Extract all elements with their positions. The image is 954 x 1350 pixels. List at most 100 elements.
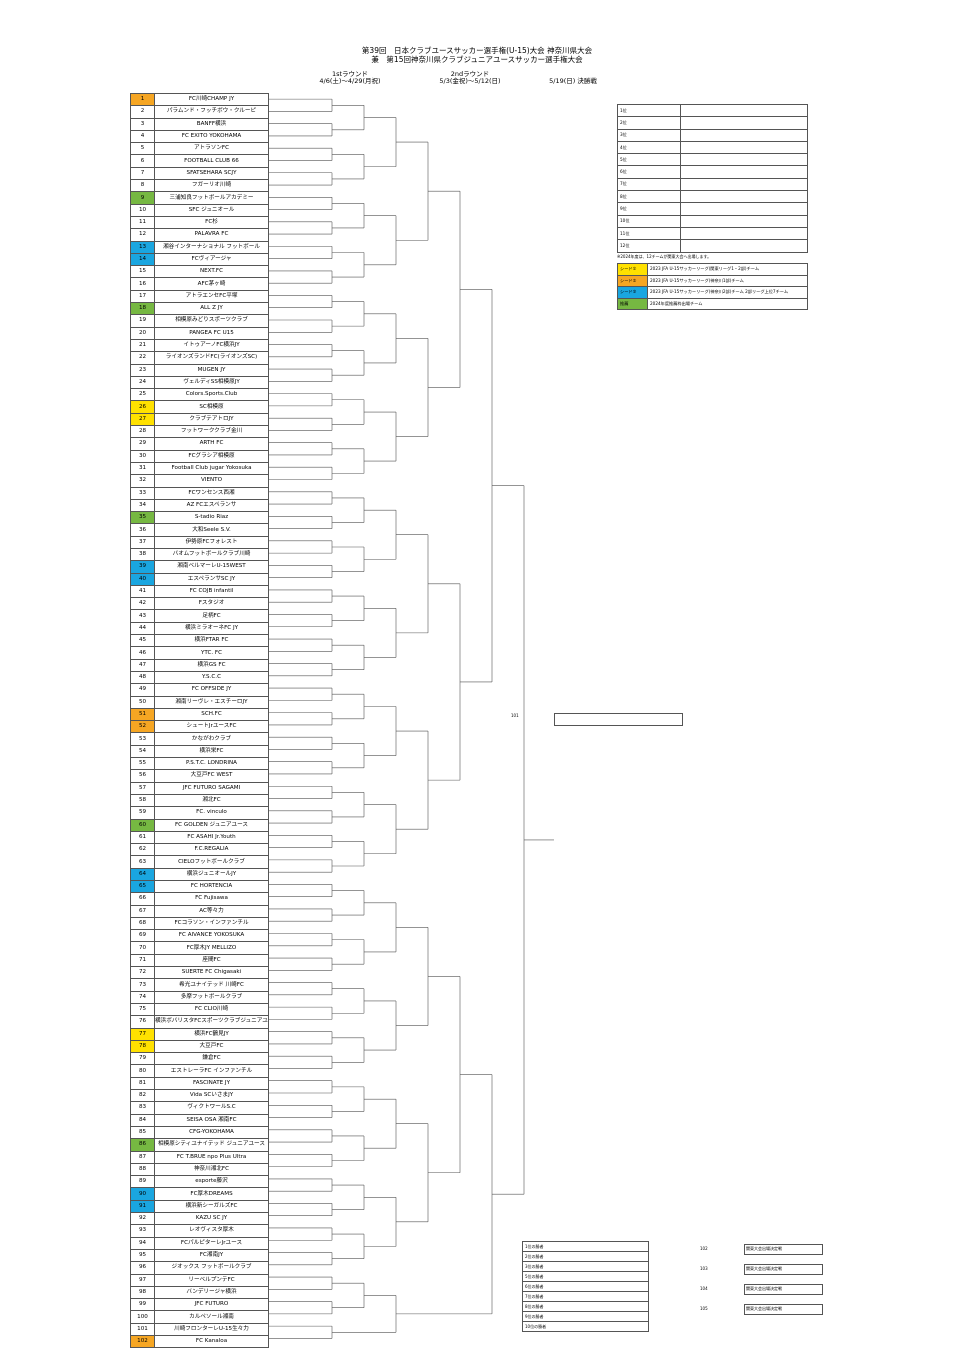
team-name: FCコラソン・インファンチル <box>154 916 269 931</box>
table-row: 36 大和Seele S.V. <box>130 523 269 537</box>
table-row: 49 FC OFFSIDE JY <box>130 683 269 697</box>
legend-text: 2023 JFA U-15サッカーリーグ(関東リーグ1・2部)チーム <box>647 263 808 276</box>
playoff-match-label: 関東大会出場決定戦 <box>746 1246 782 1251</box>
team-name: FC. vinculo <box>154 806 269 820</box>
table-row: 1 FC川崎CHAMP JY <box>130 92 269 107</box>
team-number: 40 <box>130 572 155 586</box>
team-name: 湘谷インターナショナル フットボール <box>154 240 269 254</box>
table-row: 64 横浜ジュニオールJY <box>130 867 269 882</box>
playoff-match-number: 105 <box>700 1306 708 1311</box>
team-name: 大豆戸FC WEST <box>154 769 269 783</box>
ranking-row: 4位 <box>617 140 808 155</box>
team-number: 65 <box>130 879 155 894</box>
ranking-row: 2位 <box>617 116 808 130</box>
team-name: 三浦知良フットボールアカデミー <box>154 191 269 205</box>
legend-text: 2024年度推薦枠出場チーム <box>647 297 808 311</box>
table-row: 69 FC AIVANCE YOKOSUKA <box>130 929 269 943</box>
team-number: 102 <box>130 1334 155 1349</box>
team-name: SFATSEHARA SCJY <box>154 166 269 181</box>
team-number: 39 <box>130 560 155 574</box>
rank-bottom-row: 1位の勝者 <box>522 1241 649 1252</box>
legend-row: シード① 2023 JFA U-15サッカーリーグ(関東リーグ1・2部)チーム <box>617 263 808 276</box>
team-name: 横浜FTAR FC <box>154 634 269 648</box>
team-name: SUERTE FC Chigasaki <box>154 966 269 980</box>
rank-bottom-row: 2位の勝者 <box>522 1251 649 1262</box>
team-list: 1 FC川崎CHAMP JY 2 パラムンド・フッチボウ・クルーピ 3 BANFF横浜 4 F… <box>130 92 269 1349</box>
team-name: 横浜GS FC <box>154 658 269 672</box>
rank-bottom-row: 5位の勝者 <box>522 1271 649 1282</box>
table-row: 65 FC HORTENCIA <box>130 879 269 894</box>
table-row: 80 エストレーラFC インファンチル <box>130 1064 269 1078</box>
team-number: 67 <box>130 904 155 918</box>
table-row: 78 大豆戸FC <box>130 1039 269 1054</box>
table-row: 60 FC GOLDEN ジュニアユース <box>130 818 269 832</box>
team-name: FC GOLDEN ジュニアユース <box>154 818 269 832</box>
team-number: 66 <box>130 892 155 906</box>
ranking-team-cell <box>680 116 808 130</box>
team-name: 横浜ミラオーネFC JY <box>154 621 269 636</box>
table-row: 71 座間FC <box>130 953 269 968</box>
rank-bottom-label: 1位の勝者 <box>522 1241 649 1252</box>
team-name: 希光ユナイテッド 川崎FC <box>154 978 269 992</box>
team-name: 伊勢原FCフォレスト <box>154 535 269 549</box>
playoff-result-box <box>744 1264 823 1275</box>
ranking-table: 1位 2位 3位 4位 5位 6位 7位 8位 9位 10位 11位 12位 <box>617 103 808 253</box>
table-row: 20 PANGEA FC U15 <box>130 326 269 340</box>
table-row: 57 JFC FUTURO SAGAMI <box>130 781 269 795</box>
team-name: FC厚木JY MELLIZO <box>154 941 269 955</box>
team-name: FC OFFSIDE JY <box>154 683 269 697</box>
table-row: 3 BANFF横浜 <box>130 117 269 131</box>
table-row: 46 YTC. FC <box>130 646 269 660</box>
rank-bottom-row: 3位の勝者 <box>522 1261 649 1272</box>
table-row: 84 SEISA OSA 湘南FC <box>130 1113 269 1127</box>
ranking-row: 6位 <box>617 165 808 179</box>
table-row: 62 F.C.REGALIA <box>130 843 269 857</box>
table-row: 13 湘谷インターナショナル フットボール <box>130 240 269 254</box>
team-number: 52 <box>130 720 155 734</box>
table-row: 76 横浜ボバリスタFCスポーツクラブジュニアユース <box>130 1015 269 1029</box>
legend-text: 2023 JFA U-15サッカーリーグ(神奈川1部)チーム <box>647 274 808 288</box>
ranking-team-cell <box>680 140 808 155</box>
table-row: 21 イトゥアーノFC横浜JY <box>130 338 269 353</box>
team-name: SFC ジュニオール <box>154 203 269 217</box>
table-row: 4 FC EXITO YOKOHAMA <box>130 129 269 144</box>
rank-bottom-label: 8位の勝者 <box>522 1301 649 1312</box>
table-row: 48 Y.S.C.C <box>130 670 269 685</box>
team-name: アトラソンFC <box>154 142 269 156</box>
ranking-team-cell <box>680 226 808 241</box>
table-row: 35 S-tadio Riaz <box>130 511 269 525</box>
team-number: 36 <box>130 523 155 537</box>
table-row: 10 SFC ジュニオール <box>130 203 269 217</box>
team-number: 71 <box>130 953 155 968</box>
legend-text: 2023 JFA U-15サッカーリーグ(神奈川2部)チーム 2部リーグ上位7チ… <box>647 286 808 299</box>
round1-name: 1stラウンド <box>331 70 369 78</box>
rank-bottom-label: 7位の勝者 <box>522 1291 649 1302</box>
ranking-note: ※2024年度は、12チームが関東大会へ出場します。 <box>617 254 712 259</box>
table-row: 77 横浜FC鶴見JY <box>130 1027 269 1041</box>
team-number: 63 <box>130 855 155 869</box>
rank-bottom-row: 10位の勝者 <box>522 1321 649 1332</box>
team-number: 70 <box>130 941 155 955</box>
table-row: 61 FC ASAHI Jr.Youth <box>130 830 269 845</box>
team-number: 18 <box>130 302 155 316</box>
ranking-team-cell <box>680 202 808 216</box>
table-row: 53 かながわクラブ <box>130 732 269 746</box>
team-name: シュートJrユースFC <box>154 720 269 734</box>
team-number: 90 <box>130 1187 155 1201</box>
table-row: 73 希光ユナイテッド 川崎FC <box>130 978 269 992</box>
ranking-row: 11位 <box>617 226 808 241</box>
team-name: 大和Seele S.V. <box>154 523 269 537</box>
team-number: 78 <box>130 1039 155 1054</box>
team-name: 湘南ベルマーレU-15WEST <box>154 560 269 574</box>
team-name: FC杉 <box>154 215 269 230</box>
ranking-row: 10位 <box>617 214 808 228</box>
team-number: 27 <box>130 412 155 427</box>
team-name: 多摩フットボールクラブ <box>154 990 269 1004</box>
table-row: 56 大豆戸FC WEST <box>130 769 269 783</box>
team-name: Fスタジオ <box>154 597 269 611</box>
final-date: 5/19(日) 決勝戦 <box>549 77 597 85</box>
ranking-label: 2位 <box>617 116 681 130</box>
ranking-label: 6位 <box>617 165 681 179</box>
table-row: 92 KAZU SC JY <box>130 1212 269 1226</box>
table-row: 12 PALAVRA FC <box>130 228 269 242</box>
